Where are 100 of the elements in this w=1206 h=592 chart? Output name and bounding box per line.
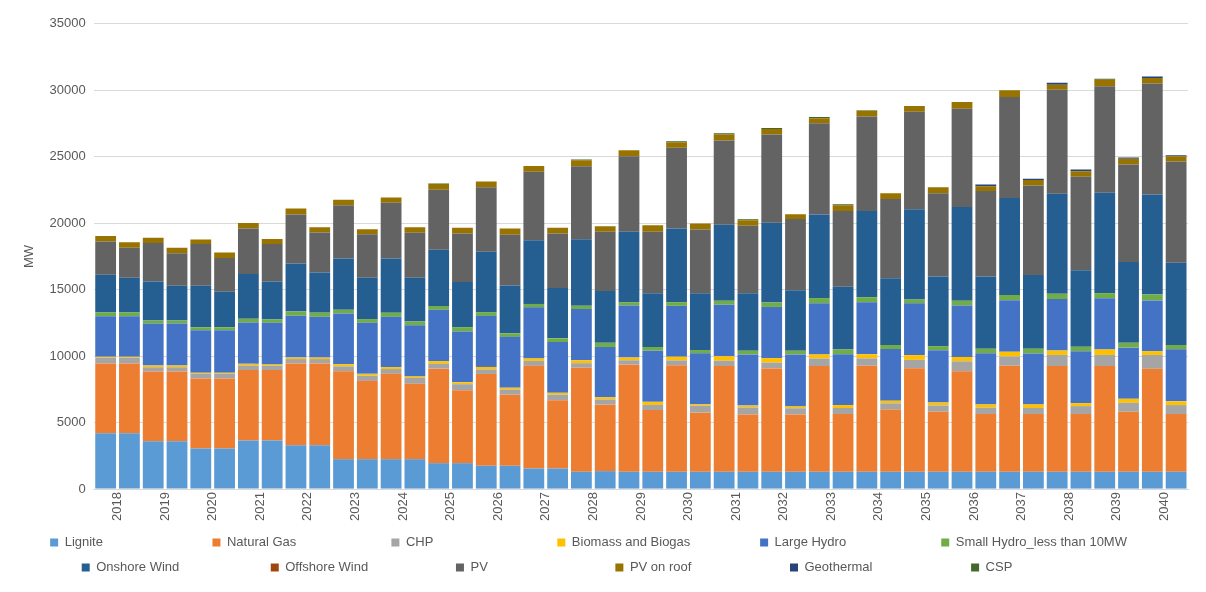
bar [999,300,1020,352]
bar [95,312,117,317]
bar [808,358,830,366]
bar [999,90,1020,97]
bar [642,225,664,232]
bar [785,471,806,489]
bar [808,214,830,299]
bar [904,355,925,360]
bar [1022,471,1044,489]
bar [523,307,545,359]
bar [1022,180,1044,186]
bar [119,316,140,357]
bar [214,327,235,331]
x-tick-label: 2025 [442,492,458,521]
x-tick-label: 2019 [156,492,172,521]
bar [452,463,473,489]
bar [904,303,925,356]
x-tick-label: 2024 [394,492,410,521]
bar [380,459,402,489]
bar [571,166,592,240]
bar [1022,274,1044,349]
x-tick-label: 2032 [775,492,791,521]
x-tick-label: 2028 [584,492,600,521]
bar [594,346,616,398]
bar [523,365,545,469]
bar [761,128,783,135]
bar [119,242,140,248]
legend-label: CSP [985,559,1125,575]
bar [452,384,473,391]
bar [1070,403,1092,407]
bar [95,357,117,364]
bar [1118,411,1139,472]
bar [1022,353,1044,405]
legend-label: Large Hydro [774,534,930,550]
bar [452,327,473,332]
bar [261,370,283,441]
y-tick-label: 20000 [49,214,86,230]
bar [309,316,331,358]
bar [499,394,521,466]
bar [142,441,164,489]
bar [499,228,521,235]
bar [1070,413,1092,472]
bar [761,306,783,359]
bar [713,360,735,366]
bar [713,300,735,305]
bar [785,214,806,220]
bar [761,134,783,223]
bar [142,323,164,366]
bar [618,231,640,303]
bar [380,373,402,460]
bar [356,229,378,235]
bar [1070,406,1092,414]
bar [1094,192,1116,294]
bar [142,237,164,244]
bar [737,414,759,472]
bar [975,404,997,408]
x-tick-label: 2026 [489,492,505,521]
bar [1165,413,1187,472]
legend-label: Biomass and Biogas [571,534,749,550]
bar [214,373,235,379]
bar [975,276,997,349]
bar [1094,349,1116,355]
bar [190,378,212,449]
bar [1118,471,1139,489]
bar [642,401,664,405]
bar [1141,300,1163,352]
bar [927,276,949,347]
bar [333,364,354,367]
bar [237,273,259,319]
bar [380,197,402,203]
bar [666,471,687,489]
bar [951,361,973,372]
bar [356,322,378,374]
bar [904,299,925,304]
bar [285,208,307,215]
bar [594,231,616,291]
y-tick-label: 15000 [49,281,86,297]
bar [666,228,687,303]
bar [951,102,973,109]
bar [642,471,664,489]
bar [1046,366,1068,472]
bar [975,186,997,192]
bar [689,412,711,472]
bar [832,354,854,406]
bar [475,312,497,316]
bar [523,171,545,241]
bar [1046,471,1068,489]
bar [119,312,140,317]
bar [142,281,164,321]
bar [1046,350,1068,355]
bar [428,309,450,362]
bar [808,354,830,359]
bar [1165,156,1187,162]
bar [618,364,640,472]
bar [404,377,426,384]
bar [404,277,426,322]
bar [309,232,331,273]
bar [571,239,592,306]
bar [1165,471,1187,489]
bar [737,220,759,226]
